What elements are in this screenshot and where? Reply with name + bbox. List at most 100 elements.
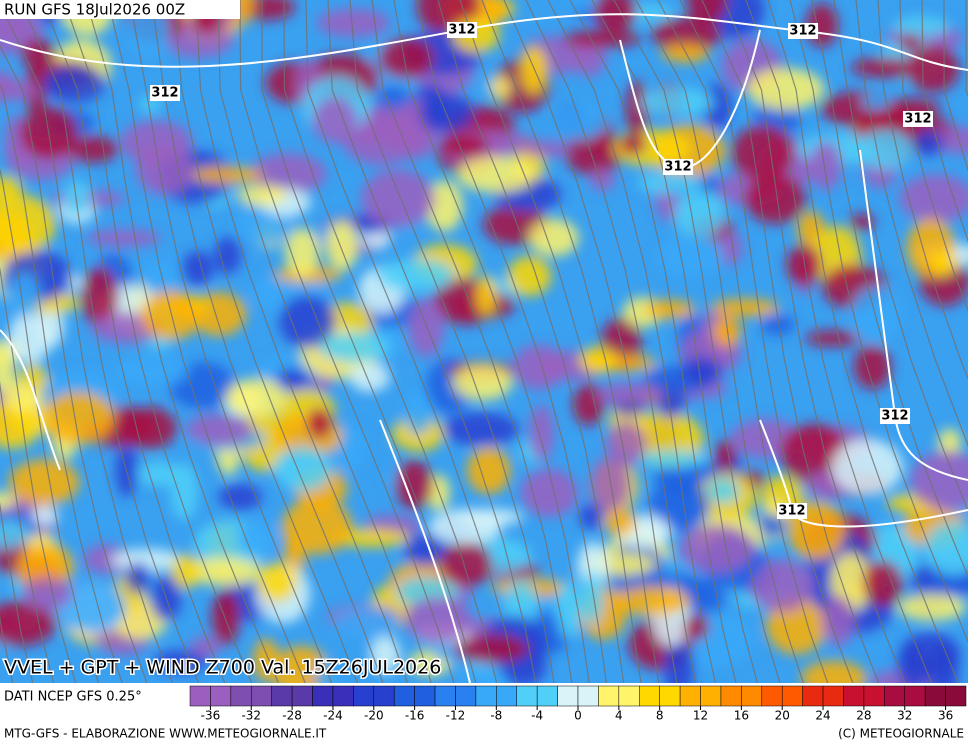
field-blob [369, 635, 401, 674]
field-blob [644, 299, 696, 319]
colorbar-tick-label: 8 [656, 709, 664, 723]
streamline [195, 0, 409, 683]
colorbar-tick-label: -24 [323, 709, 343, 723]
contour-line [859, 149, 968, 481]
field-blob [603, 507, 636, 536]
streamline [63, 0, 253, 683]
field-blob [124, 407, 177, 449]
colorbar-swatch [210, 685, 232, 707]
field-blob [912, 130, 944, 156]
field-blob [490, 75, 511, 100]
contour-label: 312 [151, 86, 178, 101]
colorbar-swatch [251, 685, 272, 707]
run-label: RUN GFS 18Jul2026 00Z [4, 1, 185, 19]
streamline [19, 0, 200, 683]
field-blob [274, 446, 332, 492]
field-blob [930, 251, 958, 277]
colorbar-swatch [761, 685, 783, 707]
contour-label-box [663, 159, 693, 175]
field-blob [8, 312, 52, 364]
field-blob [749, 559, 814, 612]
colorbar-tick-label: -8 [490, 709, 502, 723]
field-blob [349, 362, 390, 392]
contour-label: 312 [904, 112, 931, 127]
field-blob [185, 413, 253, 446]
field-blob [786, 244, 822, 286]
field-blob [638, 171, 703, 195]
streamline [635, 0, 804, 683]
colorbar-swatch [843, 685, 865, 707]
contour-label-box [150, 85, 180, 101]
colorbar-swatch [924, 685, 946, 707]
contour-label-box [880, 408, 910, 424]
streamline [129, 0, 333, 683]
colorbar-swatch [536, 685, 558, 707]
streamline [305, 0, 518, 683]
field-blob [850, 57, 920, 78]
colorbar-tick-label: 20 [775, 709, 790, 723]
streamline [613, 0, 781, 683]
colorbar-swatch [863, 685, 885, 707]
field-blob [637, 450, 710, 468]
field-blob [715, 439, 736, 471]
field-blob [731, 124, 794, 182]
streamline [547, 0, 717, 683]
colorbar-swatch [700, 685, 722, 707]
colorbar-swatch [516, 685, 538, 707]
map-title: VVEL + GPT + WIND Z700 Val. 15Z26JUL2026 [4, 657, 441, 679]
field-blob [139, 259, 182, 295]
field-blob [429, 509, 503, 544]
field-blob [648, 480, 710, 532]
field-blob [853, 344, 891, 390]
colorbar-tick-label: -20 [364, 709, 384, 723]
field-blob [907, 45, 960, 93]
field-blob [640, 87, 715, 117]
streamline [943, 0, 968, 173]
field-blob [453, 634, 529, 664]
contour-label-box [447, 22, 477, 38]
field-blob [137, 461, 181, 487]
streamline [239, 0, 455, 683]
streamline [371, 0, 573, 683]
field-blob [408, 297, 445, 357]
field-blob [651, 17, 721, 53]
colorbar-swatch [598, 685, 620, 707]
streamline [415, 0, 608, 683]
field-blob [425, 180, 464, 232]
field-blob [562, 30, 641, 48]
streamline [0, 167, 100, 683]
field-blob [710, 298, 780, 317]
colorbar-swatch [781, 685, 803, 707]
colorbar-swatch [332, 685, 354, 707]
field-blob [16, 543, 74, 590]
source-label: DATI NCEP GFS 0.25° [4, 690, 142, 705]
contour-label-box [777, 503, 807, 519]
colorbar-swatch [679, 685, 701, 707]
colorbar-swatch [189, 685, 211, 707]
field-blob [706, 478, 740, 504]
field-blob [512, 344, 566, 390]
streamline [0, 45, 148, 683]
field-blob [899, 174, 968, 223]
colorbar-tick-label: -28 [282, 709, 302, 723]
field-blob [899, 632, 961, 679]
field-blob [0, 70, 15, 97]
streamline [855, 0, 968, 447]
field-blob [758, 513, 785, 538]
field-blob [466, 447, 511, 495]
field-blob [439, 133, 489, 157]
field-blob [312, 97, 358, 144]
field-blob [315, 661, 342, 683]
streamline [0, 381, 55, 683]
field-blob [0, 19, 30, 36]
colorbar-tick-label: 28 [856, 709, 871, 723]
footer-right: (C) METEOGIORNALE [838, 727, 964, 741]
colorbar: -36 -32 -28 -24 -20 -16 -12 -8 -4 0 4 8 12 16 20 24 28 32… [189, 685, 967, 723]
field-blob [855, 129, 914, 170]
field-blob [702, 83, 732, 130]
colorbar-swatch [577, 685, 599, 707]
colorbar-swatch [373, 685, 395, 707]
field-blob [7, 272, 42, 317]
colorbar-swatch [557, 685, 579, 707]
streamline [151, 0, 359, 683]
